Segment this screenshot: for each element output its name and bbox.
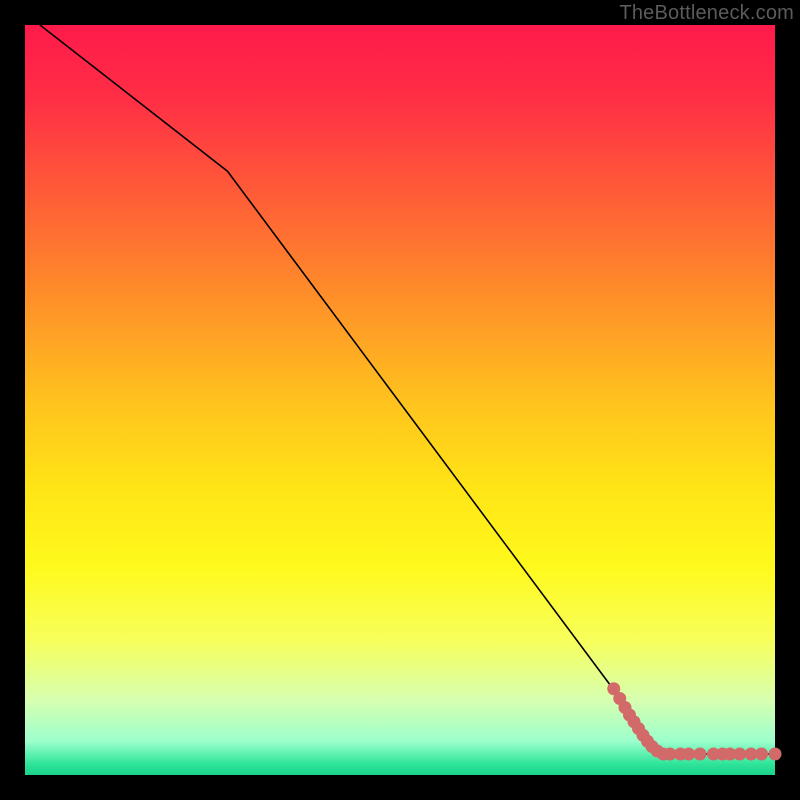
scatter-point [683,748,695,760]
scatter-point [756,748,768,760]
plot-area [25,25,775,775]
watermark-text: TheBottleneck.com [619,2,794,25]
scatter-point [694,748,706,760]
bottleneck-curve [40,25,775,754]
chart-overlay-svg [25,25,775,775]
scatter-series [608,683,781,760]
scatter-point [734,748,746,760]
chart-stage: TheBottleneck.com [0,0,800,800]
scatter-point [769,748,781,760]
